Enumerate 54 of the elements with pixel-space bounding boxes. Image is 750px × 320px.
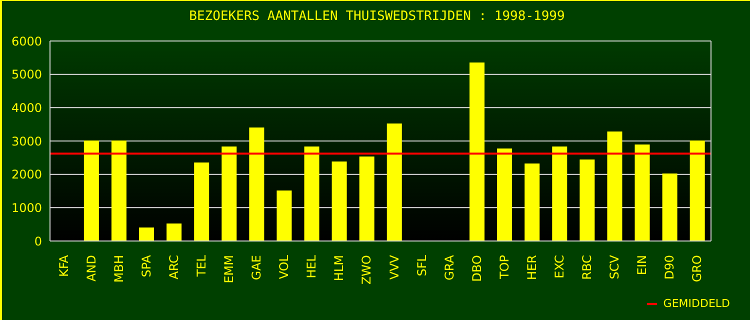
bar: [166, 224, 182, 241]
y-tick-label: 4000: [11, 100, 42, 115]
bar: [304, 146, 320, 241]
y-tick-label: 6000: [11, 34, 42, 48]
x-tick-label: ZWO: [360, 255, 374, 285]
x-tick-label: EXC: [552, 255, 567, 278]
y-tick-label: 0: [34, 234, 42, 248]
x-tick-label: ARC: [166, 255, 181, 280]
chart-title: BEZOEKERS AANTALLEN THUISWEDSTRIJDEN : 1998-1999: [188, 9, 566, 24]
x-tick-label: SPA: [139, 254, 154, 278]
x-tick-label: EIN: [635, 255, 650, 276]
legend-label: GEMIDDELD: [663, 297, 730, 310]
bar: [386, 124, 402, 241]
x-tick-label: EMM: [222, 255, 236, 284]
bar: [634, 144, 650, 241]
x-tick-label: KFA: [56, 254, 71, 277]
x-tick-label: VOL: [277, 254, 292, 280]
x-tick-label: DBO: [470, 255, 484, 282]
x-tick-label: VVV: [387, 254, 402, 280]
y-tick-label: 5000: [11, 68, 42, 82]
bar: [249, 128, 264, 241]
y-tick-label: 3000: [11, 134, 42, 148]
bar: [111, 140, 126, 241]
bar: [359, 156, 374, 241]
x-tick-label: SCV: [608, 254, 622, 280]
x-tick-label: GAE: [250, 255, 264, 280]
x-tick-label: SFL: [414, 254, 429, 276]
x-tick-label: MBH: [112, 255, 126, 283]
bar: [497, 148, 512, 241]
bar: [580, 160, 595, 241]
x-tick-label: TOP: [497, 255, 512, 280]
bar: [276, 190, 292, 241]
x-tick-label: GRO: [690, 255, 704, 282]
bar: [139, 228, 154, 241]
bar: [552, 146, 568, 241]
bar: [222, 146, 237, 241]
bar: [332, 162, 347, 241]
x-tick-label: TEL: [194, 254, 208, 278]
bar: [607, 132, 622, 241]
x-tick-label: AND: [84, 255, 98, 282]
y-tick-label: 1000: [11, 200, 42, 215]
bar: [470, 62, 485, 241]
bar: [194, 162, 210, 241]
y-tick-label: 2000: [11, 168, 42, 182]
x-tick-label: D90: [662, 255, 677, 280]
x-tick-label: HER: [524, 255, 539, 280]
bar: [84, 140, 99, 241]
bar: [524, 164, 540, 241]
x-tick-label: HEL: [304, 254, 319, 278]
x-tick-label: GRA: [442, 254, 456, 280]
x-tick-label: RBC: [580, 255, 594, 280]
bar: [690, 140, 705, 241]
bar: [662, 174, 678, 241]
x-tick-label: HLM: [332, 255, 346, 282]
